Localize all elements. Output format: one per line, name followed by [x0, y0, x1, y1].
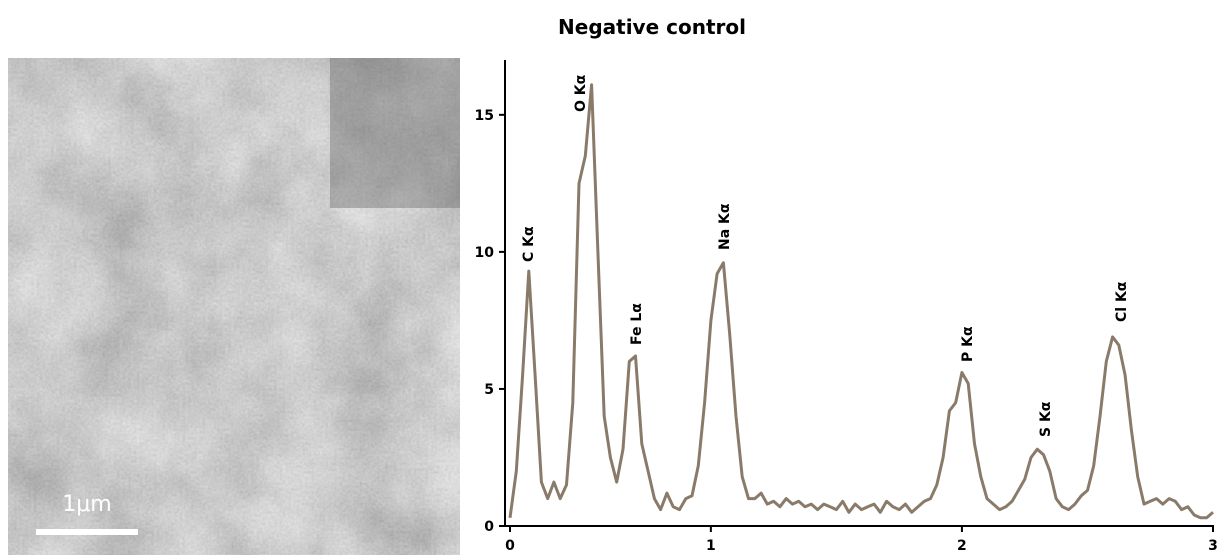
- y-tick-label: 5: [484, 382, 494, 398]
- x-tick-label: 2: [957, 538, 967, 554]
- peak-label: S Kα: [1038, 401, 1054, 437]
- y-tick-label: 15: [475, 108, 494, 124]
- peak-label: Fe Lα: [629, 303, 645, 345]
- spectrum-line: [508, 83, 1214, 520]
- sem-image: 1μm: [8, 58, 460, 555]
- y-tick-label: 10: [475, 245, 495, 261]
- peak-label: P Kα: [960, 326, 976, 362]
- x-tick-label: 3: [1208, 538, 1218, 554]
- peak-label: O Kα: [573, 74, 589, 112]
- x-tick-label: 1: [706, 538, 716, 554]
- y-tick-label: 0: [484, 519, 494, 535]
- peak-label: Na Kα: [717, 203, 733, 250]
- peak-label: Cl Kα: [1114, 281, 1130, 322]
- peak-label: C Kα: [521, 226, 537, 262]
- chart-title: Negative control: [558, 15, 746, 39]
- scale-bar-label: 1μm: [62, 492, 111, 517]
- x-tick-label: 0: [505, 538, 515, 554]
